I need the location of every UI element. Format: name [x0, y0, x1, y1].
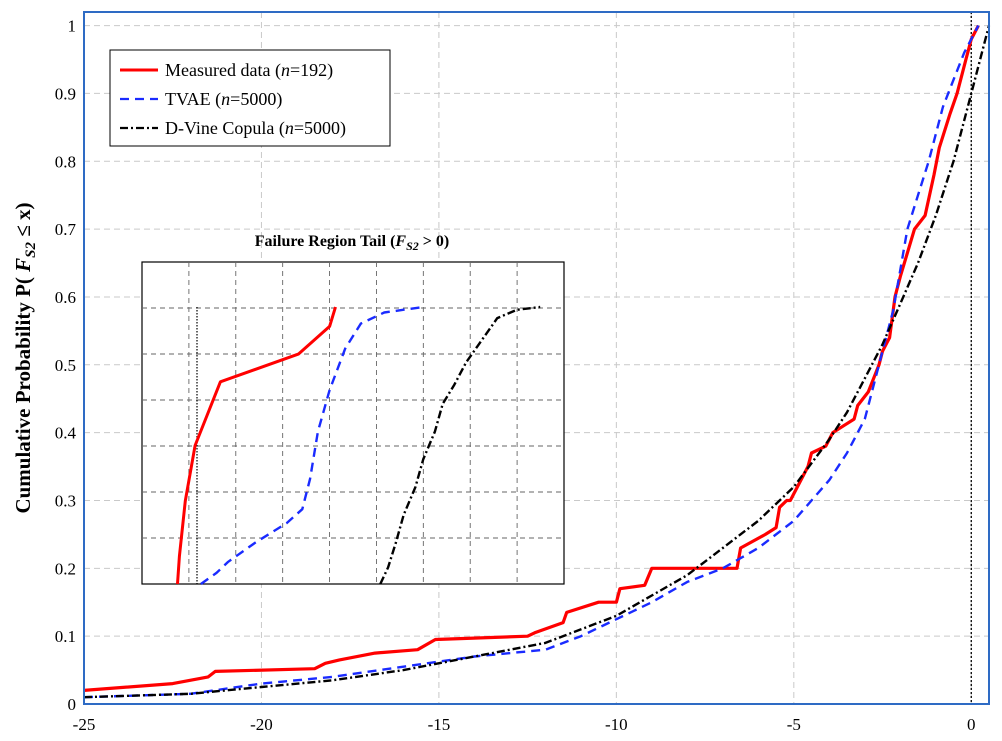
inset-grid	[142, 262, 564, 584]
y-tick-label: 0.7	[55, 220, 77, 239]
x-tick-label: -20	[250, 715, 273, 734]
y-tick-label: 0.5	[55, 356, 76, 375]
legend: Measured data (n=192) TVAE (n=5000) D-Vi…	[109, 49, 391, 147]
y-tick-label: 0.3	[55, 491, 76, 510]
main-series	[83, 24, 991, 699]
x-tick-label: -10	[605, 715, 628, 734]
y-tick-label: 0.2	[55, 559, 76, 578]
inset-title: Failure Region Tail (FS2 > 0)	[255, 233, 449, 253]
y-axis-label: Cumulative Probability P( FS2 ≤ x)	[11, 202, 39, 513]
x-tick-label: 0	[967, 715, 976, 734]
y-tick-label: 0.6	[55, 288, 76, 307]
y-tick-label: 0.4	[55, 424, 77, 443]
plot-frame	[83, 11, 990, 705]
y-tick-label: 1	[68, 17, 77, 36]
series-line-tvae	[83, 25, 980, 699]
inset-series-line-copula	[379, 305, 541, 585]
y-tick-label: 0.9	[55, 84, 76, 103]
series-line-measured	[83, 24, 980, 692]
main-tick-labels: -25 -20 -15 -10 -5 0 0 0.1 0.2 0.3 0.4 0.5 0.6 0.7 0.8…	[55, 17, 976, 734]
y-tick-label: 0.1	[55, 627, 76, 646]
x-tick-label: -5	[787, 715, 801, 734]
x-tick-label: -25	[73, 715, 96, 734]
inset-chart: Failure Region Tail (FS2 > 0)	[141, 233, 565, 585]
inset-frame	[141, 261, 565, 585]
legend-label-tvae: TVAE (n=5000)	[165, 89, 282, 110]
inset-series	[176, 305, 541, 585]
legend-label-measured: Measured data (n=192)	[165, 60, 333, 81]
legend-label-copula: D-Vine Copula (n=5000)	[165, 118, 346, 139]
inset-series-line-tvae	[200, 305, 424, 585]
y-tick-label: 0.8	[55, 152, 76, 171]
inset-series-line-measured	[176, 306, 337, 585]
x-tick-label: -15	[428, 715, 451, 734]
y-tick-label: 0	[68, 695, 77, 714]
series-line-copula	[83, 25, 991, 699]
